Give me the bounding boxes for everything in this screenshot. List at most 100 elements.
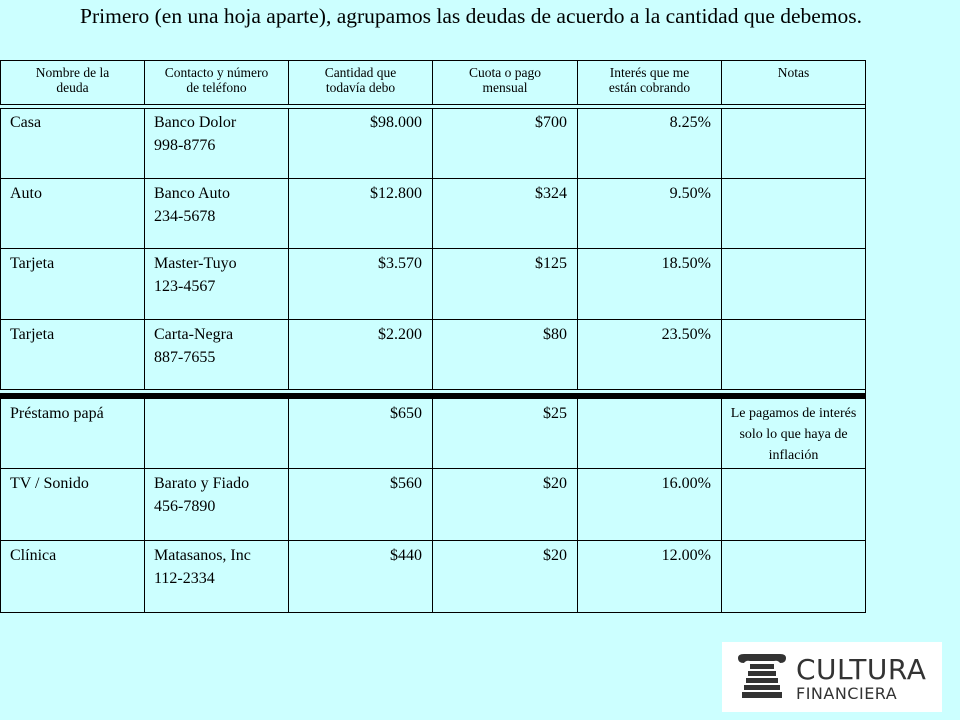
cell-payment-text: $20 <box>543 547 567 564</box>
cell-rate-text: 12.00% <box>661 547 711 564</box>
logo-text: CULTURA FINANCIERA <box>796 656 926 704</box>
header-line: todavía debo <box>325 80 396 95</box>
header-line: de teléfono <box>186 80 247 95</box>
header-line: están cobrando <box>608 80 691 95</box>
cell-payment: $25 <box>433 399 578 469</box>
cell-rate <box>578 399 722 469</box>
cell-rate-text: 16.00% <box>661 475 711 492</box>
cell-rate: 18.50% <box>578 249 722 320</box>
cell-amount-text: $98.000 <box>370 114 422 131</box>
debts-table: Nombre de la deuda Contacto y número de … <box>0 60 866 613</box>
cell-payment: $80 <box>433 320 578 390</box>
table-row: TV / Sonido Barato y Fiado 456-7890 $560 $20… <box>0 469 866 541</box>
cell-contact: Banco Auto 234-5678 <box>145 179 289 249</box>
column-pillar-icon <box>738 654 786 698</box>
header-line: Nombre de la <box>35 65 110 80</box>
cell-amount: $3.570 <box>289 249 433 320</box>
contact-line: Banco Auto <box>154 185 230 202</box>
cell-amount: $98.000 <box>289 108 433 179</box>
contact-line: Master-Tuyo <box>154 255 237 272</box>
cell-contact: Banco Dolor 998-8776 <box>145 108 289 179</box>
table-row: Préstamo papá $650 $25 Le pagamos de interé… <box>0 399 866 469</box>
cell-payment-text: $324 <box>535 185 567 202</box>
cell-payment: $324 <box>433 179 578 249</box>
header-contact: Contacto y número de teléfono <box>145 61 289 105</box>
cell-debt-name-text: Tarjeta <box>10 255 55 272</box>
cell-contact <box>145 399 289 469</box>
header-debt-name: Nombre de la deuda <box>0 61 145 105</box>
group-separator <box>0 393 866 399</box>
cell-contact: Master-Tuyo 123-4567 <box>145 249 289 320</box>
table-header-row: Nombre de la deuda Contacto y número de … <box>0 61 866 105</box>
cell-debt-name-text: Tarjeta <box>10 326 55 343</box>
header-line: Contacto y número <box>164 65 269 80</box>
cell-rate-text: 8.25% <box>669 114 711 131</box>
cell-payment-text: $80 <box>543 326 567 343</box>
cell-debt-name-text: Casa <box>10 114 42 131</box>
contact-line: 998-8776 <box>154 137 216 154</box>
contact-line: 123-4567 <box>154 278 216 295</box>
cell-rate: 16.00% <box>578 469 722 541</box>
cell-debt-name: Tarjeta <box>0 249 145 320</box>
header-line: deuda <box>56 80 89 95</box>
cell-amount-text: $2.200 <box>378 326 422 343</box>
table-row: Tarjeta Master-Tuyo 123-4567 $3.570 $125 18.5… <box>0 249 866 320</box>
cell-amount-text: $3.570 <box>378 255 422 272</box>
cell-amount: $440 <box>289 541 433 613</box>
header-rate: Interés que me están cobrando <box>578 61 722 105</box>
header-line: Cuota o pago <box>469 65 541 80</box>
cell-debt-name-text: Auto <box>10 185 42 202</box>
contact-line: Matasanos, Inc <box>154 547 251 564</box>
table-row: Casa Banco Dolor 998-8776 $98.000 $700 8.25% <box>0 108 866 179</box>
cell-amount-text: $560 <box>390 475 422 492</box>
cell-debt-name-text: Préstamo papá <box>10 405 104 422</box>
cell-debt-name-text: TV / Sonido <box>10 475 89 492</box>
cell-rate-text: 23.50% <box>661 326 711 343</box>
cell-notes <box>722 320 866 390</box>
cell-debt-name-text: Clínica <box>10 547 57 564</box>
cell-payment: $20 <box>433 469 578 541</box>
contact-line: 887-7655 <box>154 349 216 366</box>
header-divider <box>0 108 866 109</box>
cell-amount-text: $650 <box>390 405 422 422</box>
table-row: Tarjeta Carta-Negra 887-7655 $2.200 $80 23.50… <box>0 320 866 390</box>
cell-payment-text: $125 <box>535 255 567 272</box>
cell-payment: $20 <box>433 541 578 613</box>
cell-payment-text: $20 <box>543 475 567 492</box>
header-notes: Notas <box>722 61 866 105</box>
cell-notes-text: Le pagamos de interés solo lo que haya d… <box>730 406 857 463</box>
cell-rate-text: 9.50% <box>669 185 711 202</box>
table-row: Auto Banco Auto 234-5678 $12.800 $324 9.50% <box>0 179 866 249</box>
contact-line: 456-7890 <box>154 498 216 515</box>
cell-notes <box>722 469 866 541</box>
cell-notes <box>722 108 866 179</box>
header-line: Cantidad que <box>324 65 397 80</box>
header-line: mensual <box>482 80 528 95</box>
cell-debt-name: TV / Sonido <box>0 469 145 541</box>
logo-line-1: CULTURA <box>796 653 927 686</box>
cell-rate: 9.50% <box>578 179 722 249</box>
header-payment: Cuota o pago mensual <box>433 61 578 105</box>
cultura-financiera-logo: CULTURA FINANCIERA <box>722 642 942 712</box>
cell-debt-name: Casa <box>0 108 145 179</box>
cell-debt-name: Auto <box>0 179 145 249</box>
header-line: Interés que me <box>609 65 690 80</box>
cell-notes: Le pagamos de interés solo lo que haya d… <box>722 399 866 469</box>
contact-line: Banco Dolor <box>154 114 237 131</box>
cell-notes <box>722 249 866 320</box>
cell-contact: Matasanos, Inc 112-2334 <box>145 541 289 613</box>
cell-debt-name: Préstamo papá <box>0 399 145 469</box>
contact-line: 234-5678 <box>154 208 216 225</box>
logo-line-2: FINANCIERA <box>796 684 898 703</box>
cell-payment: $125 <box>433 249 578 320</box>
cell-contact: Barato y Fiado 456-7890 <box>145 469 289 541</box>
cell-notes <box>722 541 866 613</box>
cell-rate: 12.00% <box>578 541 722 613</box>
cell-payment-text: $700 <box>535 114 567 131</box>
cell-notes <box>722 179 866 249</box>
cell-debt-name: Tarjeta <box>0 320 145 390</box>
contact-line: 112-2334 <box>154 570 215 587</box>
cell-amount: $650 <box>289 399 433 469</box>
cell-contact: Carta-Negra 887-7655 <box>145 320 289 390</box>
cell-amount: $2.200 <box>289 320 433 390</box>
